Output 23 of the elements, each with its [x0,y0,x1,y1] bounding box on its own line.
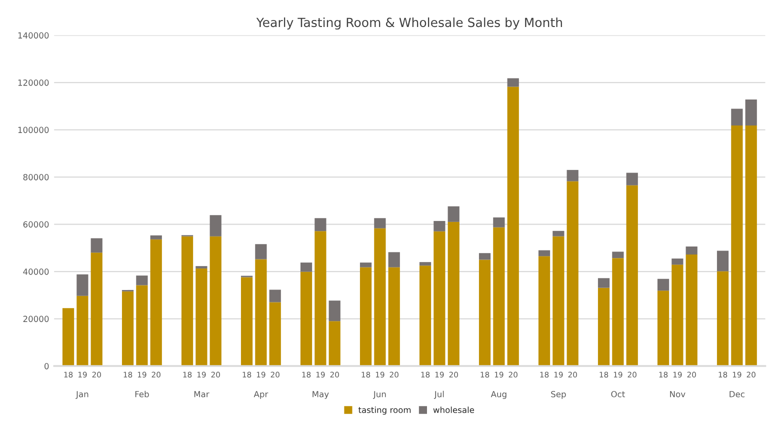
y-tick-label: 140000 [18,32,49,39]
text: Jul [434,390,444,399]
text: Mar [194,391,210,398]
y-tick-label: 80000 [23,174,49,180]
y-tick-label: 20000 [23,316,49,322]
y-tick-label: 0 [44,363,49,370]
text: Aug [490,391,506,399]
text: Sep [551,390,566,399]
text: Apr [254,391,268,399]
text: May [312,391,329,399]
text: Nov [670,391,686,398]
chart-title: Yearly Tasting Room & Wholesale Sales by Month [256,17,562,30]
y-tick-label: 40000 [23,268,49,275]
text: Jan [76,391,88,399]
legend-label: tasting room [358,406,411,415]
text: Dec [730,391,744,398]
y-tick-label: 120000 [18,80,49,86]
y-tick-label: 100000 [18,126,49,134]
text: Feb [135,390,149,398]
y-tick-label: 60000 [23,221,49,228]
legend-label: wholesale [433,406,474,414]
text: Jun [373,391,386,399]
text: Oct [611,390,625,398]
